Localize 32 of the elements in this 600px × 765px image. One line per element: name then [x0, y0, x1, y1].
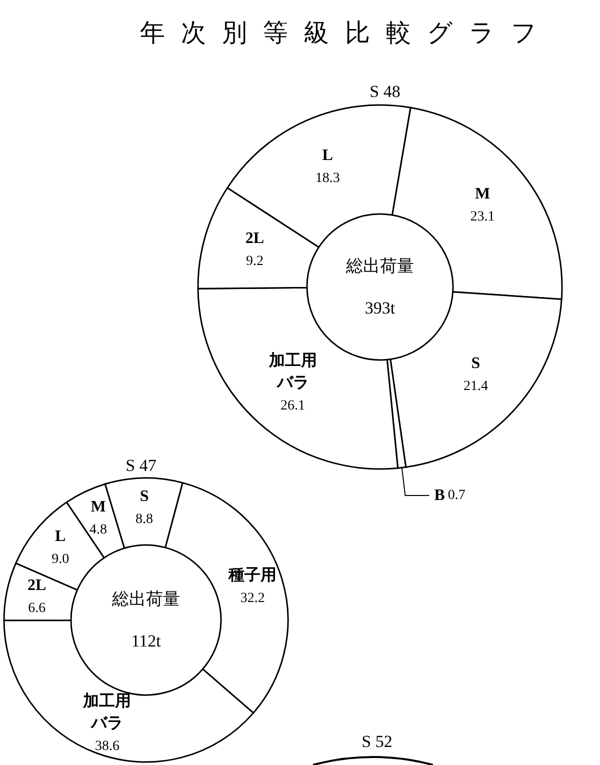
slice-label: S [471, 355, 480, 372]
text: 393t [364, 298, 396, 318]
slice-label: L [322, 146, 333, 164]
data-label: 21.4 [463, 379, 488, 394]
chart-title: S 47 [126, 456, 157, 475]
slice-label: 2L [245, 230, 264, 248]
slice-label: S [140, 488, 149, 506]
data-label: 4.8 [89, 522, 107, 538]
text: 総出荷量 [345, 256, 414, 276]
slice-label: M [474, 186, 490, 203]
data-label: 0.7 [448, 488, 466, 503]
text: 112t [131, 632, 162, 650]
data-label: 9.0 [52, 552, 70, 568]
data-label: 6.6 [28, 600, 46, 616]
slice-label: M [90, 498, 106, 516]
slice-label: 加工用バラ [268, 352, 317, 392]
data-label: 9.2 [246, 254, 264, 270]
chart-subtitle: S 48 [370, 82, 400, 101]
data-label: 26.1 [280, 398, 306, 414]
text: S 52 [362, 732, 392, 751]
slice-label: B [434, 486, 446, 504]
data-label: 38.6 [94, 739, 120, 754]
data-label: 18.3 [315, 170, 340, 186]
data-label: 32.2 [240, 590, 265, 606]
slice-label: 加工用バラ [82, 692, 132, 732]
slice-label: L [55, 528, 66, 546]
chart-title: 年次別等級比較グラフ [140, 19, 553, 49]
data-label: 23.1 [470, 210, 495, 225]
data-label: 8.8 [136, 512, 154, 528]
slice-label: 2L [27, 576, 46, 594]
slice-label: 種子用 [228, 566, 277, 584]
text: 総出荷量 [111, 590, 180, 608]
